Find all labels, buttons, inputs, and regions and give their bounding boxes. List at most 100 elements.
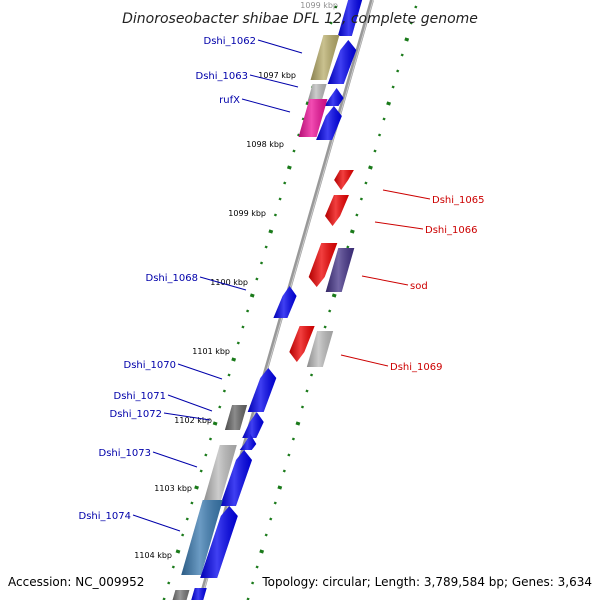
gene-block-dshi-1065	[334, 170, 354, 190]
gene-block-dshi-1066	[325, 195, 349, 226]
map-title: Dinoroseobacter shibae DFL 12, complete …	[122, 11, 478, 27]
tick-track-left	[194, 485, 199, 490]
leader-line	[132, 514, 181, 532]
tick-track-right	[400, 53, 404, 57]
leader-line	[340, 354, 389, 367]
tick-track-left	[292, 149, 296, 153]
tick-track-right	[309, 373, 314, 377]
kbp-label: 1103 kbp	[154, 484, 192, 493]
tick-track-right	[287, 453, 291, 457]
kbp-label: 1104 kbp	[134, 551, 172, 560]
tick-track-right	[355, 213, 359, 217]
tick-track-right	[273, 501, 277, 505]
kbp-label: 1102 kbp	[174, 416, 212, 425]
gene-block	[324, 88, 344, 106]
tick-track-left	[301, 117, 305, 121]
tick-track-right	[331, 293, 337, 298]
tick-track-right	[277, 485, 283, 490]
gene-label-left: Dshi_1072	[110, 409, 162, 420]
tick-track-right	[264, 533, 268, 537]
gene-label-right: Dshi_1069	[390, 362, 442, 373]
tick-track-right	[359, 197, 364, 201]
leader-line	[257, 39, 303, 54]
tick-track-right	[396, 69, 400, 73]
tick-track-left	[227, 373, 231, 377]
tick-track-left	[286, 165, 292, 170]
tick-track-left	[278, 197, 282, 201]
tick-track-left	[171, 565, 175, 569]
gene-block-sod	[325, 248, 355, 292]
leader-line	[163, 412, 211, 421]
tick-track-left	[273, 213, 278, 217]
tick-track-right	[305, 389, 309, 393]
tick-track-left	[236, 341, 240, 345]
tick-track-right	[250, 581, 255, 585]
tick-track-right	[386, 101, 391, 106]
kbp-label: 1100 kbp	[210, 278, 248, 287]
tick-track-right	[323, 325, 327, 329]
leader-line	[167, 394, 213, 412]
gene-block-rufx	[298, 99, 328, 137]
gene-block	[172, 590, 190, 600]
tick-track-right	[414, 5, 418, 9]
gene-block-dshi-1070	[247, 368, 277, 412]
gene-block-dshi-1068	[273, 286, 297, 318]
kbp-label: 1098 kbp	[246, 140, 284, 149]
tick-track-left	[185, 517, 189, 521]
gene-block	[289, 326, 315, 362]
gene-label-right: Dshi_1065	[432, 195, 484, 206]
accession-text: Accession: NC_009952	[8, 575, 144, 589]
tick-track-left	[218, 405, 222, 409]
leader-line	[241, 98, 291, 113]
labels: 1099 kbp 1097 kbp 1098 kbp 1099 kbp 1100 kbp…	[79, 1, 485, 560]
gene-block	[191, 588, 207, 600]
gene-block-dshi-1074	[181, 500, 223, 575]
tick-track-right	[300, 405, 305, 409]
genome-summary-text: Topology: circular; Length: 3,789,584 bp…	[261, 575, 592, 589]
tick-track-left	[268, 229, 274, 234]
tick-track-left	[329, 21, 333, 25]
tick-track-right	[282, 469, 286, 473]
tick-track-right	[409, 21, 413, 25]
gene-block-top	[337, 0, 363, 36]
tick-track-left	[305, 101, 311, 106]
gene-block-dshi-1073	[203, 445, 237, 503]
tick-track-left	[181, 533, 185, 537]
tick-track-left	[283, 181, 287, 185]
tick-track-left	[208, 437, 213, 441]
tick-track-right	[404, 37, 410, 42]
gene-block	[242, 412, 264, 438]
tick-track-left	[190, 501, 194, 505]
tick-track-left	[264, 245, 268, 249]
tick-track-right	[377, 133, 382, 137]
gene-label-left: Dshi_1062	[204, 36, 256, 47]
tick-track-right	[373, 149, 377, 153]
tick-track-right	[291, 437, 296, 441]
gene-block	[327, 40, 357, 84]
tick-track-right	[368, 165, 373, 170]
tick-track-left	[204, 453, 208, 457]
gene-label-left: Dshi_1074	[79, 511, 131, 522]
tick-track-left	[175, 549, 181, 554]
tick-track-right	[328, 309, 332, 313]
tick-track-right	[259, 549, 265, 554]
kbp-label: 1097 kbp	[258, 71, 296, 80]
gene-block	[239, 434, 257, 450]
tick-track-right	[346, 245, 350, 249]
gene-label-left: Dshi_1068	[146, 273, 198, 284]
tick-track-left	[212, 421, 218, 426]
tick-track-left	[255, 277, 259, 281]
gene-label-left: Dshi_1063	[196, 71, 248, 82]
kbp-label: 1101 kbp	[192, 347, 230, 356]
leader-line	[177, 363, 223, 380]
tick-track-right	[382, 117, 386, 121]
tick-track-right	[255, 565, 259, 569]
tick-track-left	[222, 389, 227, 393]
gene-block-dshi-1069	[306, 331, 334, 367]
tick-track-left	[199, 469, 203, 473]
tick-track-left	[259, 261, 264, 265]
leader-line	[382, 189, 431, 200]
leader-line	[374, 221, 424, 230]
gene-block	[219, 450, 253, 506]
